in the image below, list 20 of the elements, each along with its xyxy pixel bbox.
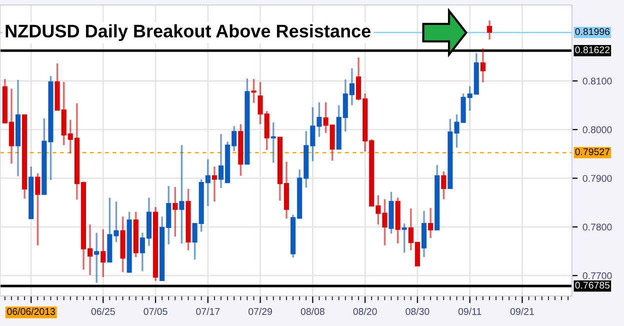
y-tick-label: 0.7800	[582, 224, 612, 231]
y-tick-label: 0.7900	[582, 174, 612, 182]
x-tick-label: 07/17	[196, 308, 220, 315]
x-tick-label: 08/20	[353, 308, 377, 315]
x-tick-label: 06/06/2013	[7, 308, 56, 315]
x-tick-label: 07/29	[248, 308, 272, 315]
ref-line-label: 0.79527	[575, 148, 610, 156]
x-tick-label: 08/08	[300, 308, 324, 315]
y-tick-label: 0.7700	[582, 272, 612, 280]
x-tick-label: 09/21	[510, 308, 534, 315]
x-tick-label: 09/11	[458, 308, 482, 315]
ref-line-label: 0.81622	[575, 46, 610, 54]
x-tick-label: 08/30	[406, 308, 430, 315]
text: NZDUSD Daily Breakout Above Resistance	[6, 24, 371, 42]
y-tick-label: 0.8000	[582, 126, 612, 134]
y-tick-label: 0.8100	[582, 78, 612, 85]
ref-line-label: 0.76785	[575, 282, 610, 289]
x-tick-label: 06/25	[91, 308, 115, 315]
x-tick-label: 07/05	[144, 308, 168, 315]
ref-line-label: 0.81996	[575, 28, 610, 36]
